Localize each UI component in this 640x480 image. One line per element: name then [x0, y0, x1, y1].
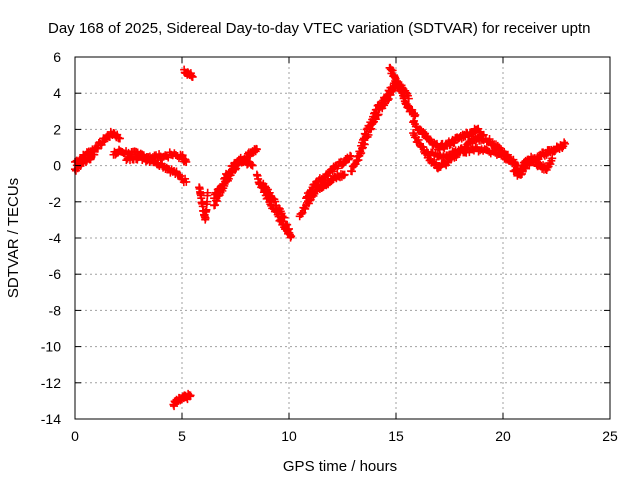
- data-point: [358, 135, 367, 144]
- y-axis-label: SDTVAR / TECUs: [5, 178, 22, 298]
- data-point: [186, 391, 195, 400]
- data-point: [182, 177, 191, 186]
- data-point: [509, 155, 518, 164]
- y-tick-label: -6: [49, 266, 62, 282]
- data-point: [226, 167, 235, 176]
- data-point: [529, 155, 538, 164]
- chart-title: Day 168 of 2025, Sidereal Day-to-day VTE…: [48, 20, 590, 37]
- data-point: [354, 152, 363, 161]
- x-axis-label: GPS time / hours: [283, 458, 397, 475]
- data-point: [233, 159, 242, 168]
- y-tick-label: -4: [49, 230, 62, 246]
- data-point: [548, 154, 557, 163]
- y-tick-label: -14: [41, 411, 61, 427]
- x-tick-label: 15: [388, 428, 404, 444]
- data-point: [285, 224, 293, 233]
- data-point: [419, 127, 428, 136]
- data-point: [383, 90, 392, 99]
- data-point: [443, 158, 452, 167]
- data-point: [265, 188, 274, 197]
- data-point: [374, 110, 383, 119]
- data-point: [90, 150, 99, 159]
- data-point: [224, 168, 233, 177]
- y-tick-label: -8: [49, 302, 62, 318]
- data-point: [311, 181, 320, 190]
- data-point: [419, 143, 428, 152]
- data-point: [220, 174, 229, 183]
- y-tick-label: 2: [53, 121, 61, 137]
- data-point: [503, 150, 512, 159]
- data-point: [203, 188, 212, 197]
- data-point: [491, 140, 500, 149]
- data-point: [349, 161, 358, 170]
- data-point: [450, 138, 459, 147]
- data-point: [218, 181, 227, 190]
- data-point: [485, 135, 494, 144]
- data-point: [560, 138, 569, 147]
- data-point: [280, 213, 289, 222]
- x-tick-label: 5: [178, 428, 186, 444]
- data-point: [93, 144, 102, 153]
- data-point: [471, 142, 480, 151]
- data-point: [252, 145, 261, 154]
- data-point: [324, 171, 333, 180]
- data-point: [266, 200, 275, 209]
- data-point: [283, 220, 292, 229]
- y-tick-label: 0: [53, 158, 61, 174]
- data-point: [414, 135, 423, 144]
- data-point: [115, 134, 124, 143]
- data-point: [346, 151, 355, 160]
- data-point: [356, 147, 365, 156]
- y-tick-label: 6: [53, 49, 61, 65]
- x-tick-label: 25: [602, 428, 618, 444]
- data-point: [211, 201, 220, 210]
- data-point: [297, 209, 306, 218]
- data-point: [375, 103, 384, 112]
- x-tick-label: 10: [281, 428, 297, 444]
- data-point: [92, 143, 101, 152]
- data-point: [212, 190, 221, 199]
- data-point: [411, 110, 420, 119]
- data-point: [219, 179, 228, 188]
- data-point: [369, 109, 378, 118]
- data-point: [361, 130, 370, 139]
- data-point: [432, 158, 441, 167]
- data-point: [262, 183, 271, 192]
- data-point: [151, 156, 160, 165]
- data-point: [359, 134, 368, 143]
- data-point: [352, 157, 361, 166]
- data-point: [360, 129, 369, 138]
- data-point: [210, 194, 219, 203]
- x-tick-label: 20: [495, 428, 511, 444]
- data-point: [278, 212, 287, 221]
- data-point: [303, 192, 312, 201]
- data-point: [539, 161, 548, 170]
- y-tick-label: -12: [41, 375, 61, 391]
- y-tick-label: -10: [41, 339, 61, 355]
- data-point: [365, 123, 374, 132]
- y-tick-label: -2: [49, 194, 62, 210]
- data-point: [388, 84, 397, 93]
- data-point: [248, 161, 257, 170]
- data-point: [561, 139, 570, 148]
- x-tick-label: 0: [71, 428, 79, 444]
- data-point: [174, 170, 183, 179]
- data-point: [188, 72, 197, 81]
- data-point: [182, 157, 191, 166]
- axis-ticks: 0 5 10 15 20 25 -14 -12 -10 -8 -6 -4 -2 0 2 4 6: [41, 49, 618, 444]
- data-point: [301, 204, 310, 213]
- data-point: [347, 167, 356, 176]
- data-point: [304, 191, 313, 200]
- data-point: [287, 232, 296, 241]
- data-point: [271, 197, 280, 206]
- data-points: [71, 63, 570, 411]
- data-point: [305, 187, 314, 196]
- data-point: [382, 92, 391, 101]
- data-point: [340, 170, 349, 179]
- data-point: [558, 144, 567, 153]
- y-tick-label: 4: [53, 85, 61, 101]
